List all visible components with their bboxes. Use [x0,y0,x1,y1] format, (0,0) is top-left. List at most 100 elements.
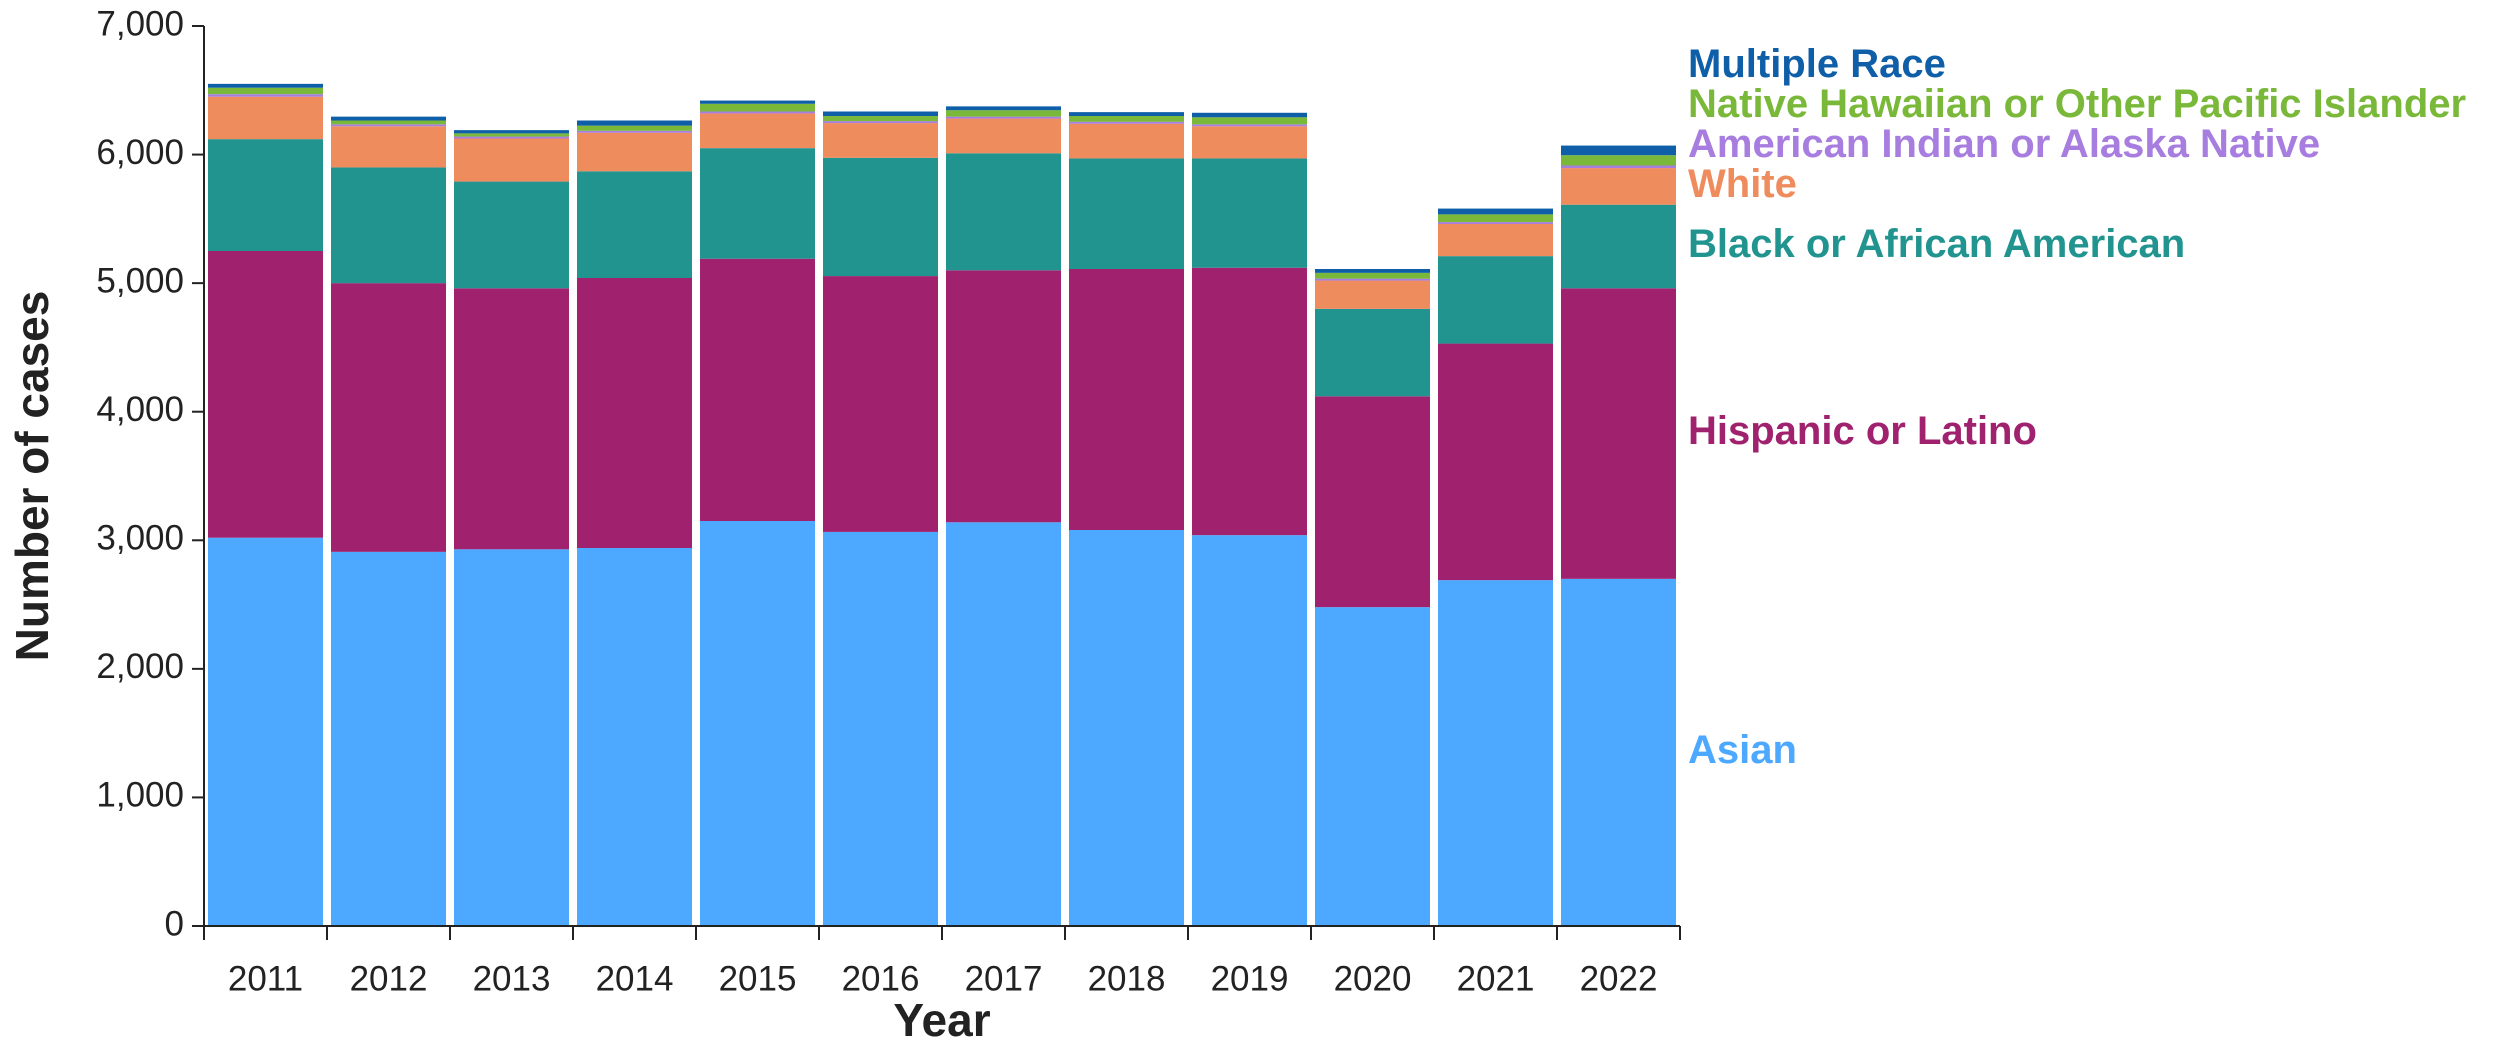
legend-label: Hispanic or Latino [1688,409,2037,453]
bar-segment [576,548,693,926]
bar-segment [453,549,570,926]
bar-segment [1437,580,1554,926]
bar-segment [1068,116,1185,122]
x-tick-label: 2018 [1088,959,1166,998]
legend-label: Asian [1688,728,1797,772]
legend-label: Black or African American [1688,222,2185,266]
bar-segment [1437,224,1554,257]
bar-segment [207,251,324,538]
bar-segment [576,132,693,172]
bar-segment [1314,278,1431,281]
bar-segment [699,258,816,521]
bar-segment [699,100,816,104]
bar-segment [1560,288,1677,579]
x-tick-label: 2012 [350,959,428,998]
y-tick-label: 5,000 [96,261,184,300]
bar-segment [1068,530,1185,926]
bar-segment [330,124,447,127]
bar-segment [1437,256,1554,344]
x-tick-label: 2020 [1334,959,1412,998]
bar-segment [207,87,324,95]
x-tick-label: 2015 [719,959,797,998]
bar-segment [207,537,324,926]
y-tick-label: 7,000 [96,4,184,43]
bar-segment [699,113,816,149]
bar-segment [822,111,939,116]
bar-segment [1314,308,1431,397]
bar-segment [1560,155,1677,166]
bar-segment [207,94,324,97]
bar-segment [1191,535,1308,926]
bar-segment [1560,165,1677,169]
bar-segment [207,83,324,88]
bar-segment [945,153,1062,271]
bar-segment [1191,124,1308,127]
bar-segment [453,138,570,182]
bar-segment [453,181,570,289]
x-tick-label: 2014 [596,959,674,998]
y-tick-label: 6,000 [96,133,184,172]
y-axis-title: Number of cases [6,291,58,662]
bar-segment [945,116,1062,119]
bar-segment [330,167,447,284]
bar-segment [1314,272,1431,279]
bar-segment [1560,578,1677,926]
bar-segment [822,121,939,124]
bar-segment [330,126,447,168]
bar-segment [1437,343,1554,581]
bar-segment [945,522,1062,926]
x-tick-label: 2011 [228,959,303,998]
bar-segment [1191,267,1308,536]
bar-segment [453,136,570,139]
bar-segment [699,148,816,259]
bar-segment [1560,145,1677,156]
bar-segment [699,103,816,112]
bar-segment [576,130,693,133]
bar-segment [1560,168,1677,205]
bar-segment [207,139,324,251]
y-tick-label: 4,000 [96,390,184,429]
y-tick-label: 2,000 [96,647,184,686]
bar-segment [330,283,447,552]
bar-segment [576,125,693,131]
bar-segment [699,111,816,114]
bar-segment [699,521,816,926]
bar-segment [1560,204,1677,289]
x-tick-label: 2019 [1211,959,1289,998]
bar-segment [1068,121,1185,124]
bar-segment [1314,607,1431,926]
bar-segment [576,120,693,126]
bar-segment [1191,158,1308,268]
bar-segment [1437,214,1554,223]
bar-segment [330,120,447,125]
bar-segment [822,276,939,532]
bar-segment [945,106,1062,111]
bar-segment [453,288,570,550]
bar-segment [822,157,939,277]
bar-segment [453,130,570,134]
legend-label: Native Hawaiian or Other Pacific Islande… [1688,82,2466,126]
x-tick-label: 2016 [842,959,920,998]
bar-segment [576,278,693,548]
x-tick-label: 2021 [1457,959,1535,998]
bar-segment [945,110,1062,117]
x-tick-label: 2022 [1580,959,1658,998]
bar-segment [453,133,570,137]
y-tick-label: 1,000 [96,776,184,815]
x-tick-label: 2017 [965,959,1043,998]
bar-segment [822,531,939,926]
bar-segment [207,96,324,140]
bar-segment [330,116,447,121]
bar-segment [1314,280,1431,309]
y-tick-label: 3,000 [96,519,184,558]
x-tick-label: 2013 [473,959,551,998]
bar-segment [1191,117,1308,125]
bar-segment [945,118,1062,154]
legend-label: American Indian or Alaska Native [1688,122,2320,166]
legend-label: Multiple Race [1688,42,1946,86]
bar-segment [1068,123,1185,159]
bar-segment [1068,112,1185,116]
bar-segment [1314,396,1431,608]
bar-segment [822,123,939,158]
